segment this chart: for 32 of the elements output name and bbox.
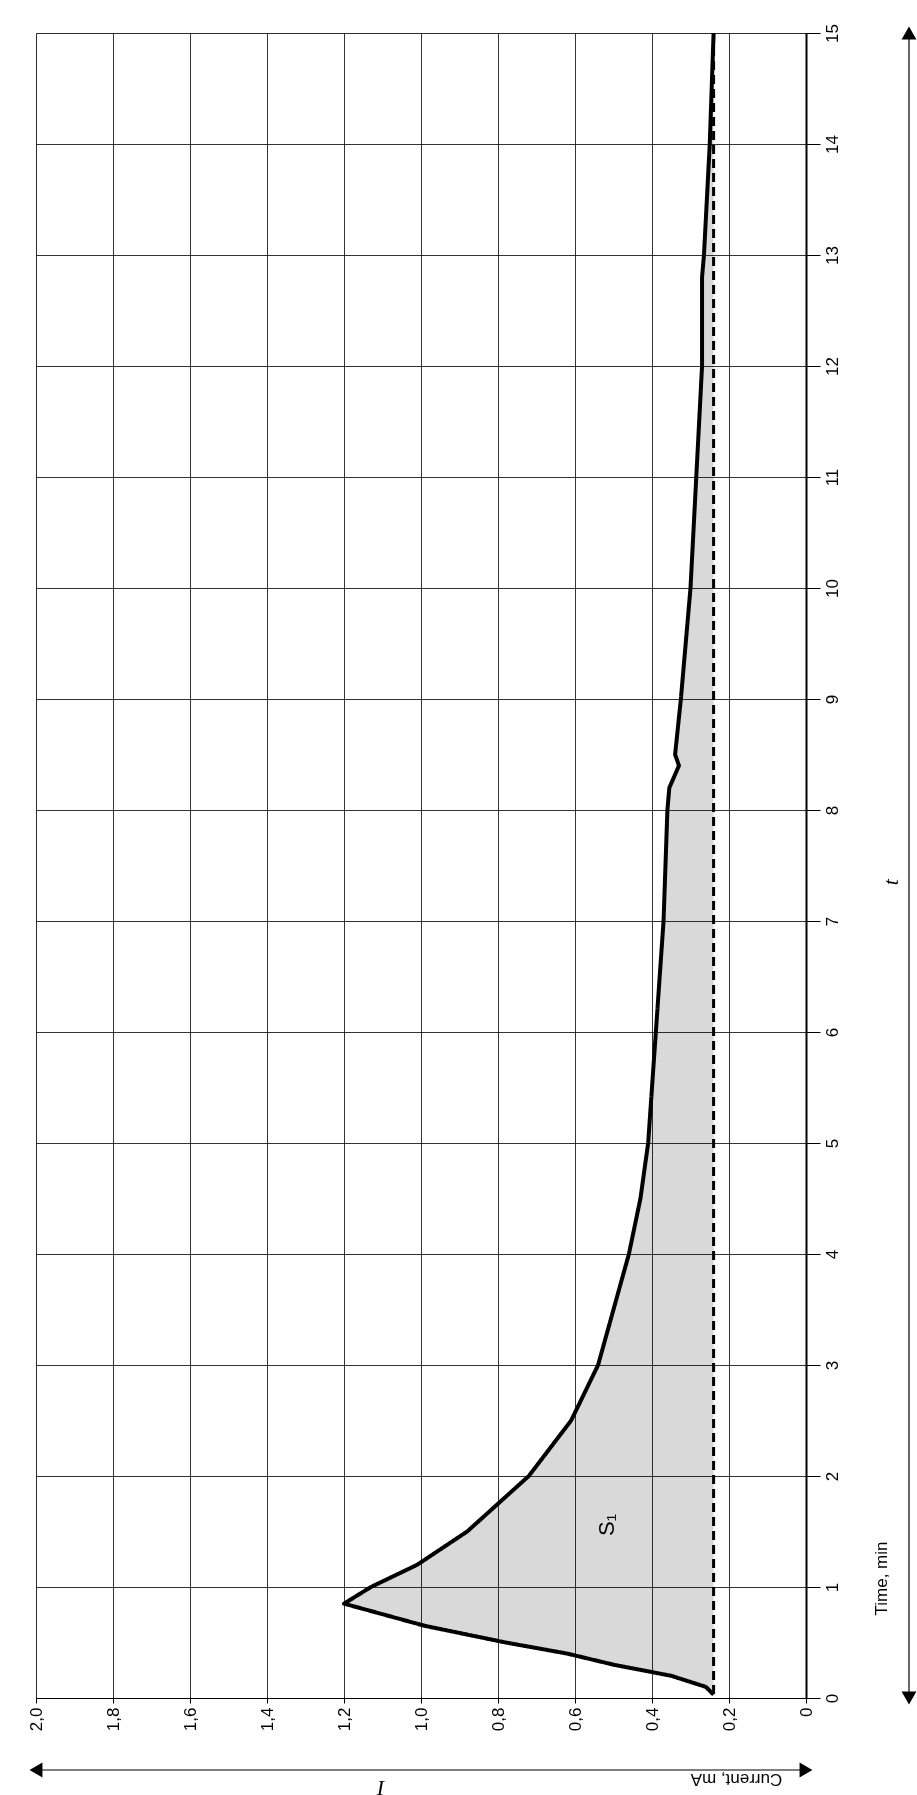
y-tick-label: 11 bbox=[822, 468, 842, 487]
y-tick-label: 10 bbox=[822, 579, 842, 598]
y-axis-title: Time, min bbox=[871, 1541, 891, 1616]
y-tick-label: 2 bbox=[822, 1471, 842, 1482]
x-tick-label: 0 bbox=[796, 1707, 816, 1717]
x-tick-label: 1,4 bbox=[257, 1707, 277, 1732]
y-tick-label: 5 bbox=[822, 1138, 842, 1149]
x-axis-title: Current, mA bbox=[690, 1769, 783, 1789]
x-tick-label: 2,0 bbox=[26, 1707, 46, 1732]
x-tick-label: 1,8 bbox=[103, 1707, 123, 1732]
y-tick-label: 8 bbox=[822, 805, 842, 816]
x-tick-label: 0,2 bbox=[719, 1707, 739, 1732]
x-tick-label: 1,6 bbox=[180, 1707, 200, 1732]
text: t bbox=[878, 878, 903, 886]
y-tick-label: 13 bbox=[822, 246, 842, 265]
y-tick-label: 0 bbox=[822, 1693, 842, 1704]
y-tick-label: 7 bbox=[822, 916, 842, 927]
annotation: S₁ bbox=[594, 1513, 619, 1537]
y-tick-label: 15 bbox=[822, 24, 842, 43]
y-tick-label: 14 bbox=[822, 135, 842, 154]
x-tick-label: 1,2 bbox=[334, 1707, 354, 1732]
y-tick-label: 12 bbox=[822, 357, 842, 376]
y-tick-label: 3 bbox=[822, 1360, 842, 1371]
y-tick-label: 6 bbox=[822, 1027, 842, 1038]
x-tick-label: 0,8 bbox=[488, 1707, 508, 1732]
x-tick-label: 0,6 bbox=[565, 1707, 585, 1732]
x-tick-label: 0,4 bbox=[642, 1707, 662, 1732]
x-tick-label: 1,0 bbox=[411, 1707, 431, 1732]
text: I bbox=[375, 1776, 386, 1795]
y-tick-label: 4 bbox=[822, 1249, 842, 1260]
y-tick-label: 9 bbox=[822, 694, 842, 705]
y-tick-label: 1 bbox=[822, 1582, 842, 1593]
